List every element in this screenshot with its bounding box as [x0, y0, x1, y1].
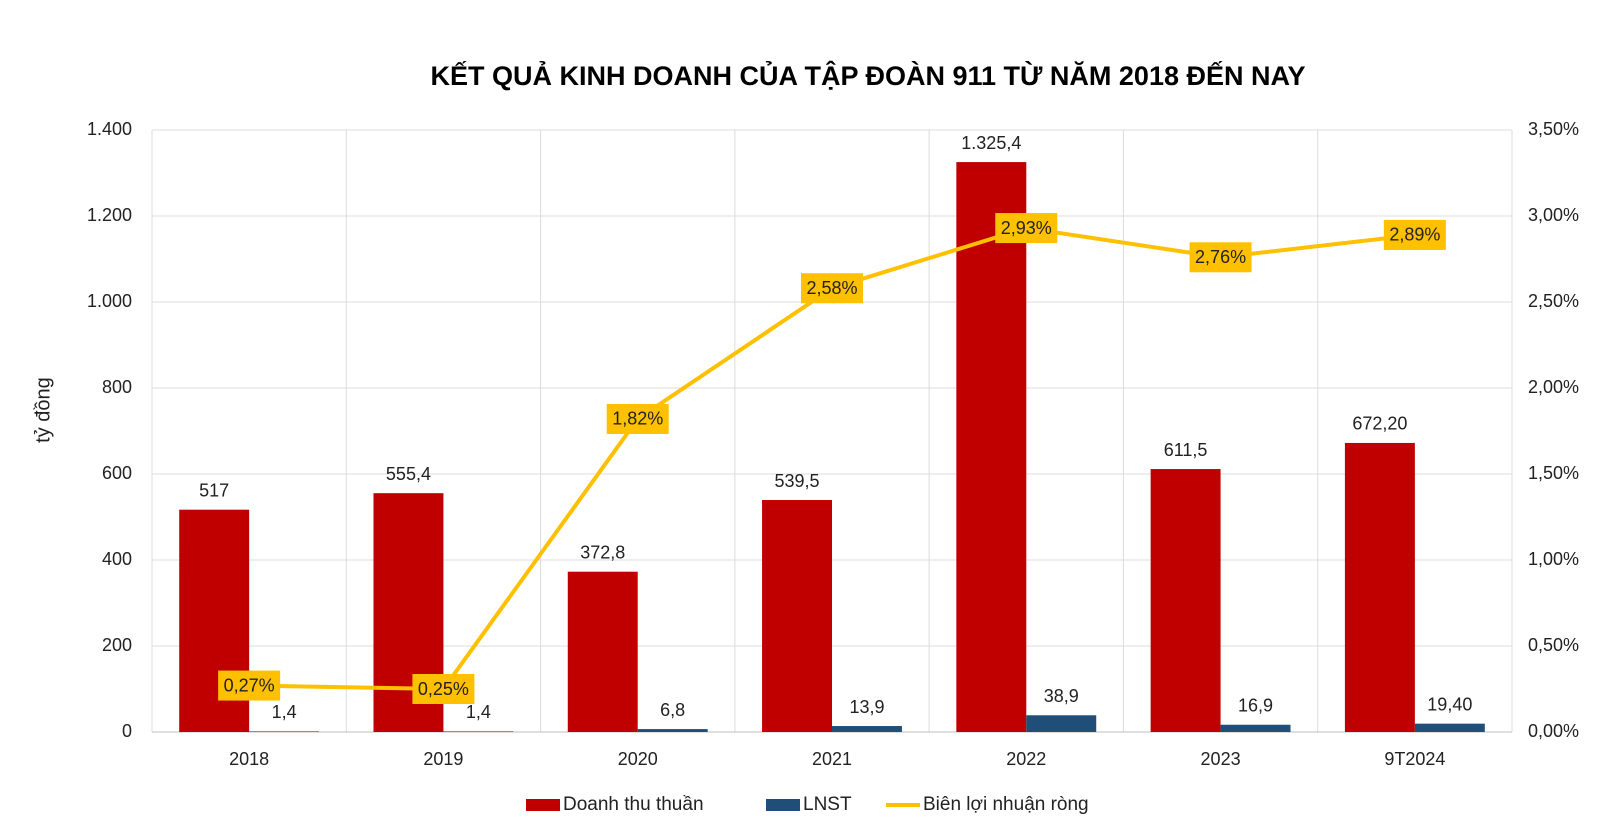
- y2-tick-label: 3,00%: [1528, 205, 1579, 225]
- value-label: 672,20: [1352, 414, 1407, 434]
- value-label: 372,8: [580, 542, 625, 562]
- value-label: 539,5: [775, 471, 820, 491]
- value-label: 6,8: [660, 700, 685, 720]
- value-label: 1,82%: [612, 409, 663, 429]
- bar: [249, 731, 320, 732]
- label-box: [1383, 219, 1446, 250]
- label-box: [1189, 242, 1252, 273]
- y-tick-label: 200: [102, 635, 132, 655]
- value-label: 517: [199, 480, 229, 500]
- bar: [762, 500, 832, 732]
- bar: [956, 162, 1027, 732]
- label-box: [412, 674, 475, 704]
- value-label: 0,27%: [224, 675, 275, 695]
- y-tick-label: 1.200: [87, 205, 132, 225]
- x-tick-label: 2023: [1201, 749, 1241, 769]
- y2-tick-label: 1,00%: [1528, 549, 1579, 569]
- bar: [443, 731, 514, 732]
- y-tick-label: 0: [122, 721, 132, 741]
- legend-label: Doanh thu thuần: [563, 794, 704, 815]
- chart-title: KẾT QUẢ KINH DOANH CỦA TẬP ĐOÀN 911 TỪ N…: [430, 59, 1305, 91]
- bar: [1344, 442, 1415, 732]
- x-tick-label: 2019: [423, 749, 463, 769]
- value-label: 555,4: [386, 464, 431, 484]
- y-tick-label: 1.400: [87, 119, 132, 139]
- value-label: 13,9: [849, 697, 884, 717]
- x-tick-label: 2021: [812, 749, 852, 769]
- x-tick-label: 9T2024: [1384, 749, 1445, 769]
- label-box: [218, 670, 281, 701]
- y2-tick-label: 0,50%: [1528, 635, 1579, 655]
- y2-tick-label: 2,50%: [1528, 291, 1579, 311]
- x-tick-label: 2018: [229, 749, 269, 769]
- value-label: 19,40: [1427, 694, 1472, 714]
- bar: [1026, 715, 1097, 732]
- bar: [567, 571, 638, 732]
- value-label: 2,89%: [1389, 225, 1440, 245]
- bar: [1414, 723, 1485, 732]
- x-tick-label: 2022: [1006, 749, 1046, 769]
- y-tick-label: 400: [102, 549, 132, 569]
- bar: [832, 726, 902, 732]
- value-label: 611,5: [1164, 440, 1208, 460]
- legend-swatch: [766, 799, 800, 811]
- y2-tick-label: 3,50%: [1528, 119, 1579, 139]
- value-label: 1,4: [272, 702, 297, 722]
- y-tick-label: 800: [102, 377, 132, 397]
- legend-label: LNST: [803, 794, 852, 815]
- bar: [637, 729, 708, 732]
- y2-tick-label: 1,50%: [1528, 463, 1579, 483]
- value-label: 16,9: [1238, 695, 1273, 715]
- y-tick-label: 600: [102, 463, 132, 483]
- label-box: [995, 213, 1058, 244]
- y-tick-label: 1.000: [87, 291, 132, 311]
- value-label: 1.325,4: [961, 133, 1021, 153]
- y2-tick-label: 0,00%: [1528, 721, 1579, 741]
- value-label: 2,76%: [1195, 247, 1246, 267]
- value-label: 2,93%: [1001, 218, 1052, 238]
- bar: [1220, 724, 1291, 732]
- value-label: 0,25%: [418, 679, 469, 699]
- value-label: 2,58%: [806, 278, 857, 298]
- x-tick-label: 2020: [618, 749, 658, 769]
- value-label: 1,4: [466, 702, 491, 722]
- y-axis-label: tỷ đồng: [32, 377, 54, 443]
- legend-label: Biên lợi nhuận ròng: [923, 794, 1089, 815]
- y2-tick-label: 2,00%: [1528, 377, 1579, 397]
- value-label: 38,9: [1044, 686, 1079, 706]
- bar: [1150, 469, 1221, 732]
- legend-swatch: [526, 799, 560, 811]
- label-box: [606, 403, 669, 434]
- label-box: [801, 273, 863, 304]
